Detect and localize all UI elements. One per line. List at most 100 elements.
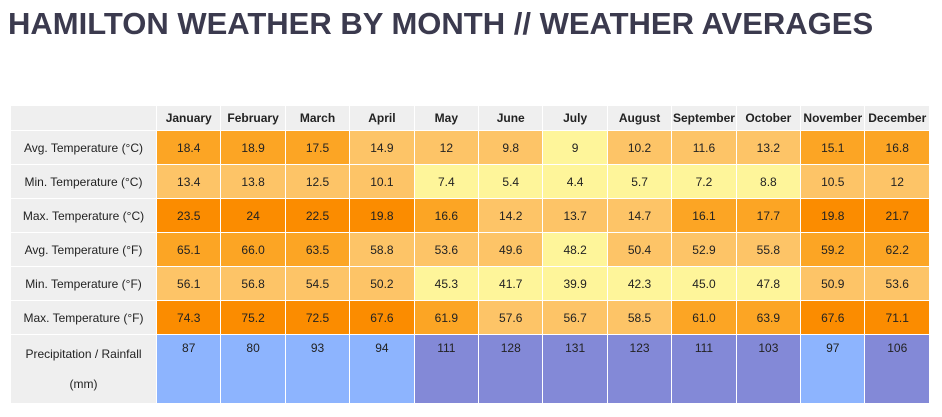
value-cell: 128 (478, 334, 544, 404)
value-cell: 67.6 (800, 300, 866, 335)
value-cell: 7.4 (413, 164, 480, 199)
value-cell: 54.5 (284, 266, 351, 301)
value-cell: 22.5 (284, 198, 351, 233)
table-row: Max. Temperature (°C) 23.5 24 22.5 19.8 16.6 1… (10, 198, 930, 233)
month-header-row: January February March April May June Ju… (10, 105, 930, 131)
value-cell: 87 (155, 334, 222, 404)
value-cell: 13.4 (155, 164, 222, 199)
value-cell: 80 (220, 334, 286, 404)
value-cell: 12 (413, 130, 480, 165)
value-cell: 14.2 (478, 198, 544, 233)
value-cell: 9 (542, 130, 608, 165)
value-cell: 55.8 (735, 232, 802, 267)
value-cell: 10.5 (800, 164, 866, 199)
month-header: October (735, 105, 802, 131)
table-row: Avg. Temperature (°C) 18.4 18.9 17.5 14.9 12 9… (10, 130, 930, 165)
value-cell: 15.1 (800, 130, 866, 165)
value-cell: 7.2 (671, 164, 737, 199)
value-cell: 50.4 (606, 232, 673, 267)
value-cell: 123 (606, 334, 673, 404)
table-row: Min. Temperature (°C) 13.4 13.8 12.5 10.1 7.4… (10, 164, 930, 199)
month-header: February (220, 105, 286, 131)
value-cell: 9.8 (478, 130, 544, 165)
value-cell: 53.6 (413, 232, 480, 267)
row-label: Precipitation / Rainfall (mm) (10, 334, 157, 404)
value-cell: 17.5 (284, 130, 351, 165)
value-cell: 65.1 (155, 232, 222, 267)
value-cell: 48.2 (542, 232, 608, 267)
value-cell: 53.6 (864, 266, 930, 301)
month-header: September (671, 105, 737, 131)
table-row: Max. Temperature (°F) 74.3 75.2 72.5 67.6 61.… (10, 300, 930, 335)
value-cell: 58.5 (606, 300, 673, 335)
row-label: Min. Temperature (°C) (10, 164, 157, 199)
month-header: December (864, 105, 930, 131)
value-cell: 21.7 (864, 198, 930, 233)
value-cell: 56.8 (220, 266, 286, 301)
value-cell: 13.7 (542, 198, 608, 233)
value-cell: 50.9 (800, 266, 866, 301)
row-label: Avg. Temperature (°C) (10, 130, 157, 165)
month-header: August (606, 105, 673, 131)
value-cell: 74.3 (155, 300, 222, 335)
month-header: May (413, 105, 480, 131)
value-cell: 13.2 (735, 130, 802, 165)
value-cell: 47.8 (735, 266, 802, 301)
value-cell: 97 (800, 334, 866, 404)
month-header: June (478, 105, 544, 131)
month-header: January (155, 105, 222, 131)
value-cell: 16.8 (864, 130, 930, 165)
value-cell: 67.6 (349, 300, 415, 335)
value-cell: 50.2 (349, 266, 415, 301)
value-cell: 63.5 (284, 232, 351, 267)
value-cell: 106 (864, 334, 930, 404)
value-cell: 94 (349, 334, 415, 404)
value-cell: 39.9 (542, 266, 608, 301)
value-cell: 52.9 (671, 232, 737, 267)
month-header: July (542, 105, 608, 131)
month-header: November (800, 105, 866, 131)
value-cell: 49.6 (478, 232, 544, 267)
table-row: Avg. Temperature (°F) 65.1 66.0 63.5 58.8 53.… (10, 232, 930, 267)
value-cell: 10.2 (606, 130, 673, 165)
value-cell: 13.8 (220, 164, 286, 199)
value-cell: 66.0 (220, 232, 286, 267)
value-cell: 103 (735, 334, 802, 404)
value-cell: 57.6 (478, 300, 544, 335)
table-row: Min. Temperature (°F) 56.1 56.8 54.5 50.2 45.… (10, 266, 930, 301)
value-cell: 56.7 (542, 300, 608, 335)
value-cell: 45.3 (413, 266, 480, 301)
row-label: Max. Temperature (°F) (10, 300, 157, 335)
value-cell: 58.8 (349, 232, 415, 267)
weather-table-body: Avg. Temperature (°C) 18.4 18.9 17.5 14.9 12 9… (10, 130, 930, 404)
value-cell: 16.6 (413, 198, 480, 233)
weather-averages-table: January February March April May June Ju… (10, 105, 930, 404)
corner-cell (10, 105, 157, 131)
value-cell: 111 (671, 334, 737, 404)
value-cell: 75.2 (220, 300, 286, 335)
value-cell: 5.7 (606, 164, 673, 199)
value-cell: 71.1 (864, 300, 930, 335)
row-label: Avg. Temperature (°F) (10, 232, 157, 267)
month-header: April (349, 105, 415, 131)
value-cell: 11.6 (671, 130, 737, 165)
value-cell: 8.8 (735, 164, 802, 199)
value-cell: 59.2 (800, 232, 866, 267)
value-cell: 42.3 (606, 266, 673, 301)
weather-averages-table-container: January February March April May June Ju… (10, 105, 930, 404)
value-cell: 61.9 (413, 300, 480, 335)
value-cell: 18.9 (220, 130, 286, 165)
value-cell: 111 (413, 334, 480, 404)
value-cell: 45.0 (671, 266, 737, 301)
table-row: Precipitation / Rainfall (mm) 87 80 93 94 111… (10, 334, 930, 404)
value-cell: 10.1 (349, 164, 415, 199)
value-cell: 62.2 (864, 232, 930, 267)
value-cell: 16.1 (671, 198, 737, 233)
page-title: HAMILTON WEATHER BY MONTH // WEATHER AVE… (8, 6, 874, 41)
value-cell: 61.0 (671, 300, 737, 335)
month-header: March (284, 105, 351, 131)
value-cell: 12.5 (284, 164, 351, 199)
value-cell: 131 (542, 334, 608, 404)
value-cell: 14.7 (606, 198, 673, 233)
value-cell: 19.8 (349, 198, 415, 233)
